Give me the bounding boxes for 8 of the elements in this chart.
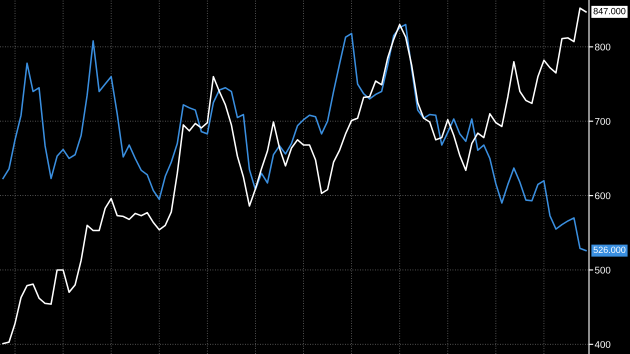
text: 847.000: [594, 8, 626, 14]
y-tick-label: 600: [595, 192, 610, 200]
y-tick-label: 700: [595, 118, 610, 125]
y-tick-label: 400: [594, 341, 610, 348]
y-tick-label: 500: [594, 266, 610, 274]
text: 526.000: [594, 246, 626, 254]
line-series: [2, 24, 587, 252]
y-tick-label: 800: [594, 44, 610, 50]
